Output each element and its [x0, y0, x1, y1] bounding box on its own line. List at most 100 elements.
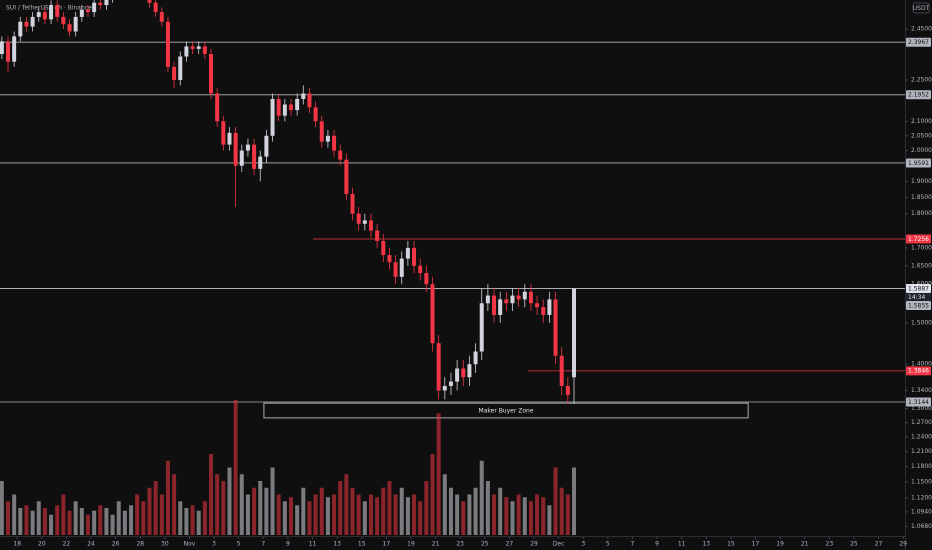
volume-bar	[528, 501, 533, 535]
x-tick-label: 17	[752, 541, 760, 548]
candle-body	[418, 265, 423, 274]
x-tick-label: 20	[38, 541, 46, 548]
candle-body	[338, 150, 343, 160]
volume-bar	[153, 481, 158, 535]
x-tick-label: Nov	[184, 541, 196, 548]
volume-bar	[436, 413, 441, 535]
volume-bar	[202, 501, 207, 535]
x-tick-label: 19	[407, 541, 415, 548]
volume-bar	[116, 501, 121, 535]
level-label-box	[906, 90, 931, 100]
candle-body	[547, 299, 552, 315]
candle-body	[498, 299, 503, 315]
volume-bar	[295, 505, 300, 535]
candle-body	[319, 121, 324, 142]
y-tick-label: 1.2700	[911, 419, 932, 426]
y-tick-label: 1.2100	[911, 448, 932, 455]
candle-body	[301, 93, 306, 99]
candle-body	[448, 381, 453, 387]
candle-body	[30, 16, 35, 27]
candle-body	[572, 288, 577, 378]
volume-bar	[5, 501, 10, 535]
candle-body	[209, 53, 214, 94]
candle-body	[368, 220, 373, 231]
last-price-label-box	[906, 283, 931, 293]
candle-body	[98, 2, 103, 6]
volume-bar	[55, 505, 60, 535]
x-tick-label: 25	[850, 541, 858, 548]
volume-bar	[338, 481, 343, 535]
candle-body	[92, 2, 97, 13]
candle-body	[430, 284, 435, 344]
volume-bar	[245, 494, 250, 535]
volume-bar	[42, 508, 47, 535]
candle-body	[344, 159, 349, 195]
volume-bar	[344, 474, 349, 535]
candle-body	[528, 291, 533, 304]
volume-bar	[504, 497, 509, 535]
candle-body	[0, 41, 4, 54]
candle-body	[467, 364, 472, 378]
volume-bar	[184, 508, 189, 535]
candle-body	[393, 262, 398, 277]
candle-body	[405, 247, 410, 259]
countdown-box	[906, 292, 931, 301]
volume-bar	[356, 494, 361, 535]
volume-bar	[135, 494, 140, 535]
volume-bar	[301, 487, 306, 535]
y-tick-label: 2.1000	[911, 118, 932, 125]
chart-title: SUI / TetherUS · 4h · Binance	[6, 5, 92, 12]
candle-body	[473, 351, 478, 365]
level-label-box	[906, 158, 931, 168]
volume-bar	[412, 494, 417, 535]
candle-body	[264, 135, 269, 157]
volume-bar	[399, 487, 404, 535]
volume-bar	[12, 494, 17, 535]
price-label-box	[906, 300, 931, 310]
x-tick-label: 13	[333, 541, 341, 548]
candle-body	[387, 255, 392, 263]
candle-body	[350, 194, 355, 214]
candle-body	[61, 16, 66, 25]
level-label: 1.3144	[908, 399, 929, 406]
y-tick-label: 1.8500	[911, 194, 932, 201]
candle-body	[553, 299, 558, 356]
volume-bar	[104, 508, 109, 535]
currency-label: USDT	[913, 5, 930, 12]
level-label: 1.7256	[908, 236, 929, 243]
x-tick-label: 19	[776, 541, 784, 548]
x-tick-label: 15	[727, 541, 735, 548]
candle-body	[190, 46, 195, 49]
volume-bar	[473, 487, 478, 535]
candle-body	[85, 9, 90, 13]
y-tick-label: 1.3400	[911, 387, 932, 394]
volume-bar	[485, 481, 490, 535]
volume-bar	[122, 510, 127, 535]
candle-body	[196, 46, 201, 49]
candle-body	[375, 230, 380, 241]
y-tick-label: 1.0940	[911, 508, 932, 515]
candle-body	[73, 16, 78, 32]
y-tick-label: 1.6500	[911, 262, 932, 269]
volume-bar	[430, 454, 435, 535]
candle-body	[461, 368, 466, 378]
candle-body	[178, 56, 183, 81]
x-tick-label: 21	[801, 541, 809, 548]
x-tick-label: 21	[432, 541, 440, 548]
candle-body	[202, 46, 207, 54]
candle-body	[104, 0, 109, 6]
volume-bar	[98, 505, 103, 535]
candle-body	[5, 41, 10, 62]
x-tick-label: 28	[136, 541, 144, 548]
volume-bar	[190, 505, 195, 535]
candle-body	[55, 5, 60, 17]
candle-body	[504, 299, 509, 304]
zone-box	[263, 402, 749, 419]
candle-body	[424, 273, 429, 285]
x-tick-label: 3	[212, 541, 216, 548]
volume-bar	[313, 494, 318, 535]
volume-layer	[0, 400, 577, 535]
volume-bar	[270, 467, 275, 535]
